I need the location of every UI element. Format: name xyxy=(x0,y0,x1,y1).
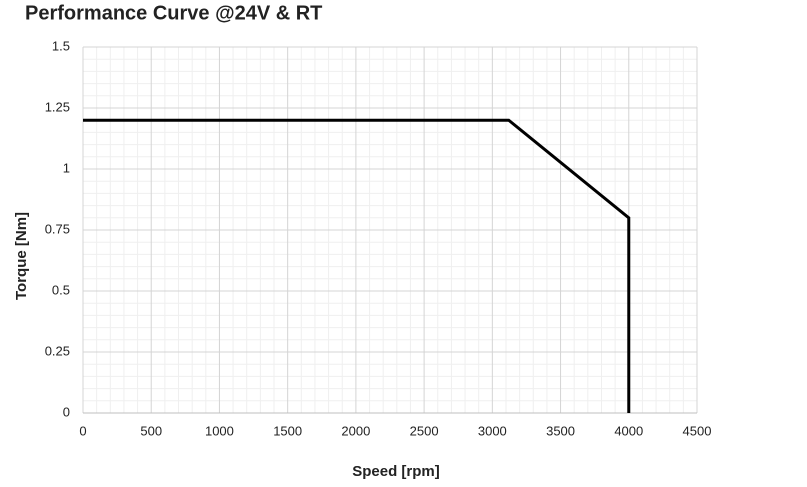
x-tick-label: 4500 xyxy=(683,423,712,438)
y-tick-label: 1.25 xyxy=(45,99,70,114)
y-tick-label: 1 xyxy=(63,160,70,175)
x-tick-label: 2000 xyxy=(341,423,370,438)
x-axis-title: Speed [rpm] xyxy=(352,463,440,480)
x-tick-label: 3500 xyxy=(546,423,575,438)
y-tick-label: 0.5 xyxy=(52,282,70,297)
x-tick-label: 1500 xyxy=(273,423,302,438)
x-tick-label: 4000 xyxy=(614,423,643,438)
chart-title: Performance Curve @24V & RT xyxy=(25,2,322,24)
y-tick-label: 0.75 xyxy=(45,221,70,236)
x-tick-label: 3000 xyxy=(478,423,507,438)
x-tick-label: 2500 xyxy=(410,423,439,438)
y-tick-label: 0.25 xyxy=(45,343,70,358)
data-line xyxy=(83,118,631,413)
y-tick-label: 0 xyxy=(63,404,70,419)
x-tick-label: 0 xyxy=(79,423,86,438)
y-tick-label: 1.5 xyxy=(52,38,70,53)
y-axis-title: Torque [Nm] xyxy=(13,212,30,300)
x-tick-label: 1000 xyxy=(205,423,234,438)
x-tick-label: 500 xyxy=(140,423,162,438)
